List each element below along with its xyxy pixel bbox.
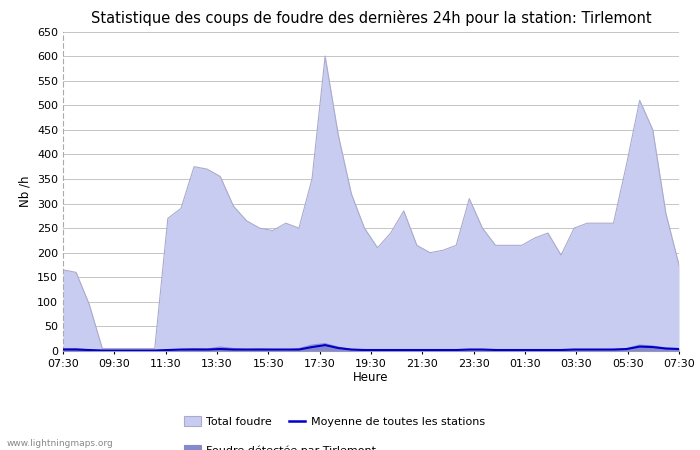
Legend: Foudre détectée par Tirlemont: Foudre détectée par Tirlemont xyxy=(179,441,381,450)
Title: Statistique des coups de foudre des dernières 24h pour la station: Tirlemont: Statistique des coups de foudre des dern… xyxy=(91,10,651,26)
Y-axis label: Nb /h: Nb /h xyxy=(18,176,32,207)
X-axis label: Heure: Heure xyxy=(354,371,388,384)
Text: www.lightningmaps.org: www.lightningmaps.org xyxy=(7,439,113,448)
